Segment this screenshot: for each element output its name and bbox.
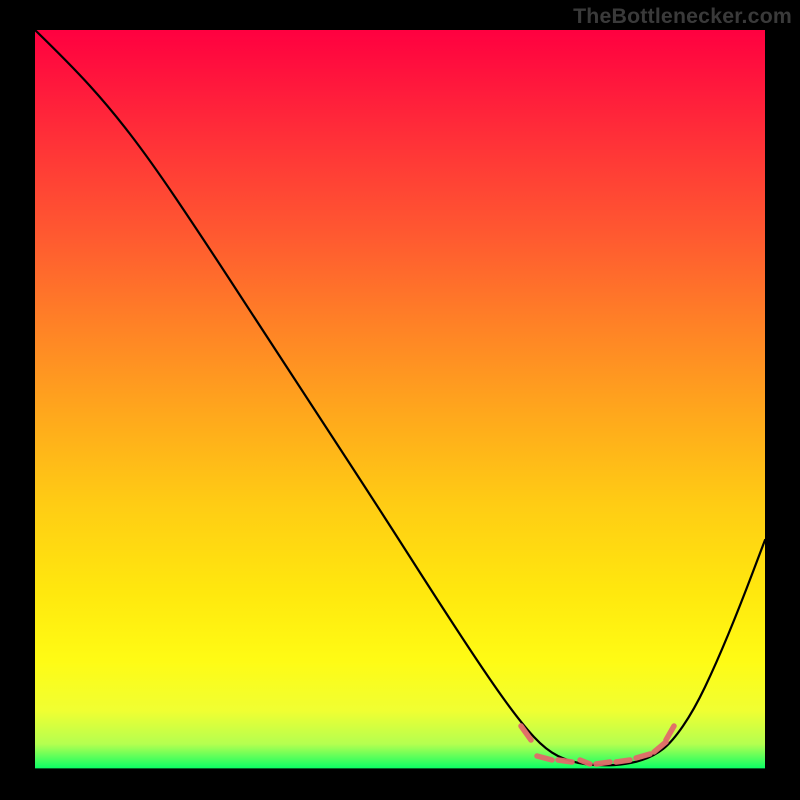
watermark-label: TheBottlenecker.com [573,4,792,29]
highlight-tick [636,754,650,758]
highlight-tick [580,760,590,764]
plot-background [35,30,765,770]
highlight-tick [616,760,630,762]
chart-root: TheBottlenecker.com [0,0,800,800]
highlight-tick [596,762,610,764]
highlight-tick [558,760,572,762]
highlight-tick [537,756,552,760]
bottleneck-chart [0,0,800,800]
